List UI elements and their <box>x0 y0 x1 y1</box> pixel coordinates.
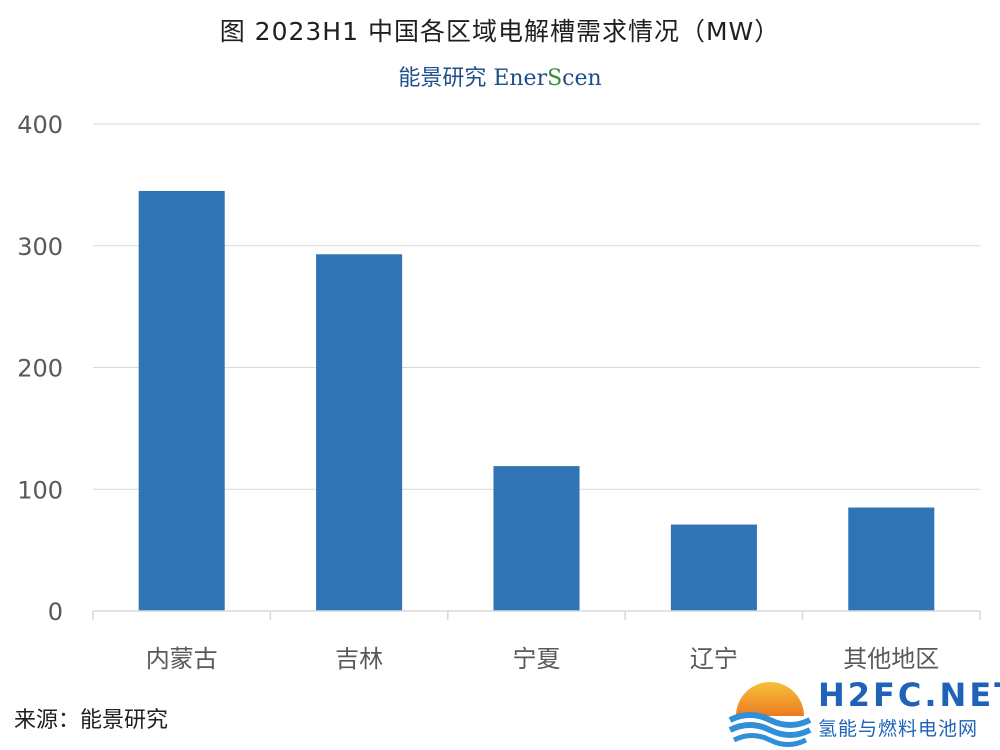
y-tick-label: 100 <box>17 476 63 504</box>
x-tick-label: 吉林 <box>335 645 383 673</box>
bar <box>316 254 403 611</box>
brand-en-pre: Ener <box>493 66 548 91</box>
y-axis-ticks: 0 100 200 300 400 <box>17 111 63 626</box>
watermark-main-text: H2FC.NET <box>818 676 1000 714</box>
brand-line: 能景研究 EnerScen <box>0 60 1000 92</box>
chart-title: 图 2023H1 中国各区域电解槽需求情况（MW） <box>219 17 781 46</box>
source-note: 来源：能景研究 <box>14 708 169 733</box>
x-tick-label: 辽宁 <box>690 645 738 673</box>
brand-en-s: S <box>547 66 563 91</box>
y-tick-label: 0 <box>48 598 63 626</box>
watermark-logo: H2FC.NET 氢能与燃料电池网 <box>728 670 1000 748</box>
gridlines <box>93 123 980 490</box>
x-tick-label: 宁夏 <box>513 645 561 673</box>
wave-sun-icon <box>728 682 812 747</box>
bar <box>848 507 935 611</box>
x-tick-label: 内蒙古 <box>146 645 218 673</box>
y-tick-label: 200 <box>17 355 63 383</box>
x-axis-labels: 内蒙古 吉林 宁夏 辽宁 其他地区 <box>146 645 940 673</box>
bar <box>493 466 580 611</box>
brand-en-post: cen <box>562 66 602 91</box>
bar <box>670 524 757 611</box>
watermark-sub-text: 氢能与燃料电池网 <box>818 718 979 740</box>
bars <box>138 190 935 611</box>
x-axis <box>92 610 981 620</box>
brand-cn: 能景研究 <box>398 66 487 91</box>
x-tick-label: 其他地区 <box>843 645 939 673</box>
y-tick-label: 300 <box>17 233 63 261</box>
y-tick-label: 400 <box>17 111 63 139</box>
bar-chart: 0 100 200 300 400 内蒙古 吉林 宁夏 辽宁 其他地区 <box>17 111 981 673</box>
bar <box>138 190 225 611</box>
